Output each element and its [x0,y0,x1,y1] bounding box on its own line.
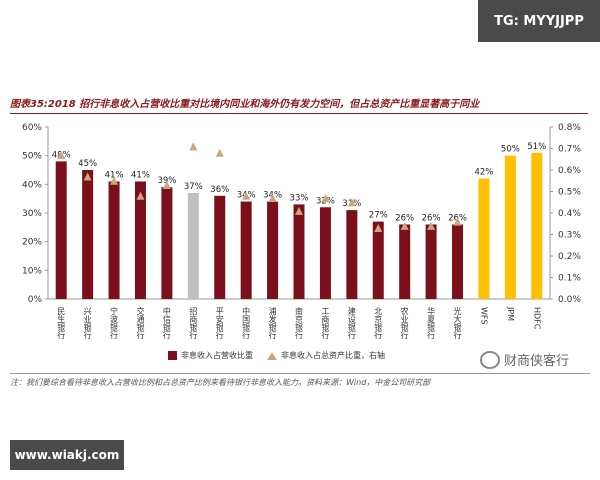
bar [55,161,67,299]
y-left-tick-label: 30% [22,209,42,219]
source-note: 注：我们要综合看待非息收入占营收比例和占总资产比例来看待银行非息收入能力。资料来… [10,373,590,388]
bar-data-label: 26% [422,213,441,223]
bar [214,195,226,299]
marker-point [136,191,145,200]
marker-point [427,221,436,230]
bar [134,181,146,299]
brand-label: 财商侠客行 [504,354,570,369]
x-tick-label: 民生银行 [57,307,66,340]
marker-point [400,221,409,230]
y-right-tick-label: 0.2% [558,252,581,262]
marker-point [374,224,383,233]
x-tick-label: 中信银行 [162,306,171,340]
marker-point [268,193,277,202]
x-tick-label: HDFC [532,307,541,330]
x-tick-label: 浦发银行 [268,306,277,340]
x-tick-label: 工商银行 [321,307,330,340]
y-left-tick-label: 50% [22,152,42,162]
bar [108,181,120,299]
marker-point [215,148,224,157]
x-tick-label: 建设银行 [347,306,356,340]
bar-data-label: 36% [210,185,229,195]
bar [346,210,358,299]
marker-point [57,150,66,159]
y-left-tick-label: 20% [22,238,42,248]
bar-data-label: 50% [501,145,520,155]
bar-data-label: 33% [290,193,309,203]
y-left-tick-label: 0% [28,295,43,305]
chart-title: 图表35:2018 招行非息收入占营收比重对比境内同业和海外仍有发力空间，但占总… [10,95,588,114]
x-tick-label: 华夏银行 [427,306,436,340]
marker-point [110,176,119,185]
y-left-tick-label: 60% [22,123,42,133]
y-right-tick-label: 0.5% [558,188,581,198]
legend-label-marker: 非息收入占总资产比重，右轴 [281,351,385,360]
bar [531,152,543,299]
marker-point [295,206,303,215]
bar [504,155,516,299]
bar [372,221,384,299]
bar [187,192,199,299]
y-right-tick-label: 0.3% [558,231,581,241]
x-tick-label: 中国银行 [242,306,251,340]
legend-label-bar: 非息收入占营收比重 [181,351,253,360]
marker-point [347,198,356,207]
bar-data-label: 41% [105,170,124,180]
legend-triangle-swatch [267,351,277,360]
bar [425,224,437,299]
bar-data-label: 51% [527,142,546,152]
watermark-top: TG: MYYJJPP [478,0,600,42]
y-right-tick-label: 0.8% [558,123,581,133]
legend: 非息收入占营收比重 非息收入占总资产比重，右轴 [168,350,385,361]
bar-data-label: 26% [395,213,414,223]
bar [240,201,252,299]
x-tick-label: 宁波银行 [110,306,119,340]
bar [319,207,331,299]
marker-point [453,217,462,226]
bar [399,224,411,299]
bar-data-label: 37% [184,182,203,192]
legend-item-bar: 非息收入占营收比重 [168,350,253,361]
x-tick-label: 招商银行 [189,306,198,340]
x-tick-label: 兴业银行 [83,307,92,340]
x-tick-label: 平安银行 [215,307,224,340]
bar-data-label: 27% [369,211,388,221]
marker-point [321,193,330,202]
y-left-tick-label: 10% [22,266,42,276]
y-right-tick-label: 0.1% [558,274,581,284]
watermark-bottom: www.wiakj.com [10,440,124,470]
bar [82,170,94,299]
bar-data-label: 45% [78,159,97,169]
legend-item-marker: 非息收入占总资产比重，右轴 [267,350,385,361]
x-tick-label: 交通银行 [136,306,145,340]
x-tick-label: 光大银行 [453,306,462,340]
y-right-tick-label: 0.4% [558,209,581,219]
y-left-tick-label: 40% [22,180,42,190]
wechat-icon [480,350,500,369]
legend-bar-swatch [168,351,177,360]
marker-point [189,142,198,151]
bar [478,178,490,299]
marker-point [83,172,92,181]
y-right-tick-label: 0.6% [558,166,581,176]
marker-point [242,191,251,200]
x-tick-label: JPM [506,306,515,321]
bar-data-label: 42% [474,168,493,178]
x-tick-label: 农业银行 [400,306,409,340]
bar [267,201,279,299]
x-tick-label: 南京银行 [295,306,304,340]
bar [161,187,173,299]
bar [452,224,464,299]
x-tick-label: 北京银行 [374,307,383,340]
bar-data-label: 41% [131,170,150,180]
x-tick-label: WFS [479,307,488,324]
y-right-tick-label: 0.0% [558,295,581,305]
bar [293,204,305,299]
marker-point [162,181,171,190]
brand: 财商侠客行 [480,350,569,369]
y-right-tick-label: 0.7% [558,145,581,155]
